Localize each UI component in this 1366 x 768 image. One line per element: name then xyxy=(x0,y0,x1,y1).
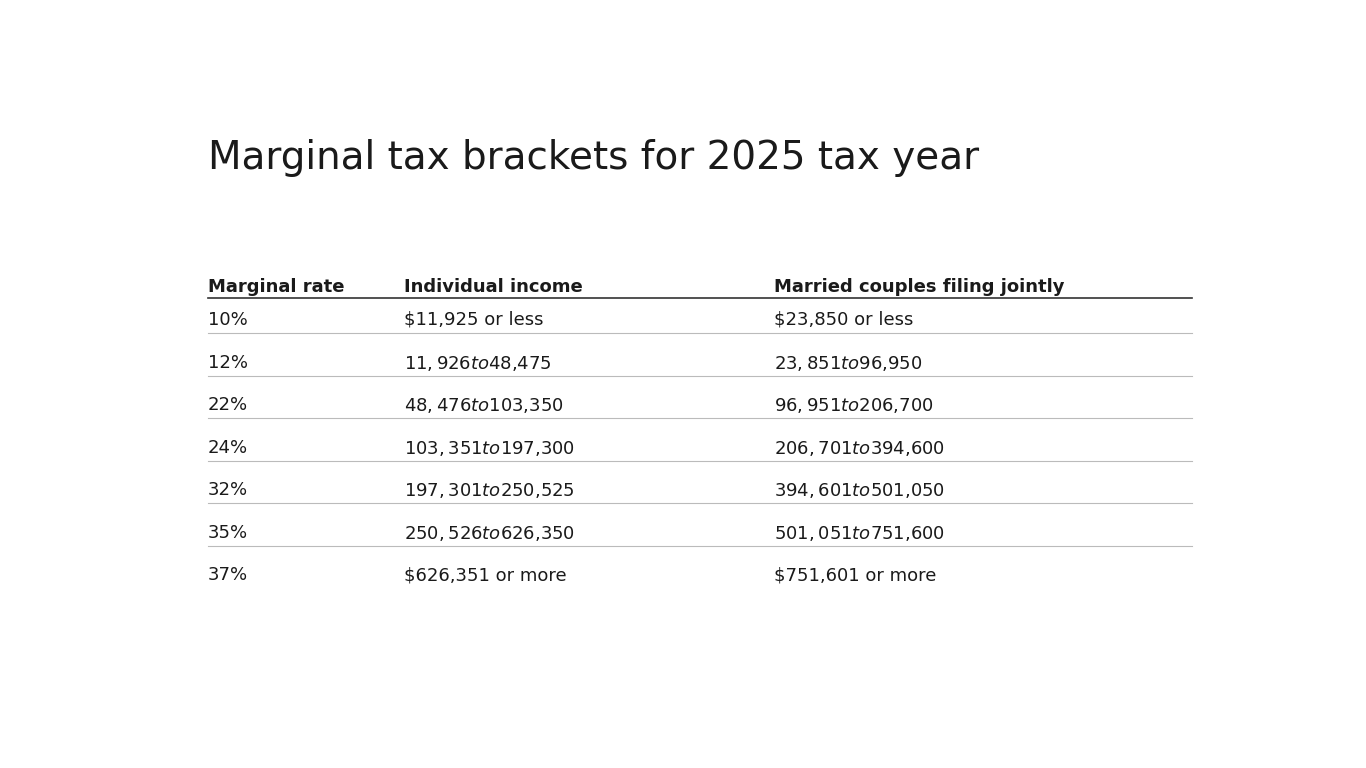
Text: 10%: 10% xyxy=(208,311,247,329)
Text: 12%: 12% xyxy=(208,353,247,372)
Text: Married couples filing jointly: Married couples filing jointly xyxy=(775,279,1064,296)
Text: 24%: 24% xyxy=(208,439,247,457)
Text: $103,351 to $197,300: $103,351 to $197,300 xyxy=(404,439,575,458)
Text: $501,051 to $751,600: $501,051 to $751,600 xyxy=(775,524,945,543)
Text: 32%: 32% xyxy=(208,482,247,499)
Text: 37%: 37% xyxy=(208,567,247,584)
Text: $23,851 to $96,950: $23,851 to $96,950 xyxy=(775,353,922,372)
Text: $11,926 to $48,475: $11,926 to $48,475 xyxy=(404,353,552,372)
Text: $394,601 to $501,050: $394,601 to $501,050 xyxy=(775,482,945,500)
Text: Marginal rate: Marginal rate xyxy=(208,279,344,296)
Text: Individual income: Individual income xyxy=(404,279,582,296)
Text: $250,526 to $626,350: $250,526 to $626,350 xyxy=(404,524,575,543)
Text: $206,701 to $394,600: $206,701 to $394,600 xyxy=(775,439,945,458)
Text: Marginal tax brackets for 2025 tax year: Marginal tax brackets for 2025 tax year xyxy=(208,140,979,177)
Text: $48,476 to $103,350: $48,476 to $103,350 xyxy=(404,396,563,415)
Text: 35%: 35% xyxy=(208,524,247,542)
Text: $626,351 or more: $626,351 or more xyxy=(404,567,567,584)
Text: $197,301 to $250,525: $197,301 to $250,525 xyxy=(404,482,575,500)
Text: $751,601 or more: $751,601 or more xyxy=(775,567,937,584)
Text: $96,951 to $206,700: $96,951 to $206,700 xyxy=(775,396,934,415)
Text: $23,850 or less: $23,850 or less xyxy=(775,311,914,329)
Text: 22%: 22% xyxy=(208,396,247,414)
Text: $11,925 or less: $11,925 or less xyxy=(404,311,544,329)
